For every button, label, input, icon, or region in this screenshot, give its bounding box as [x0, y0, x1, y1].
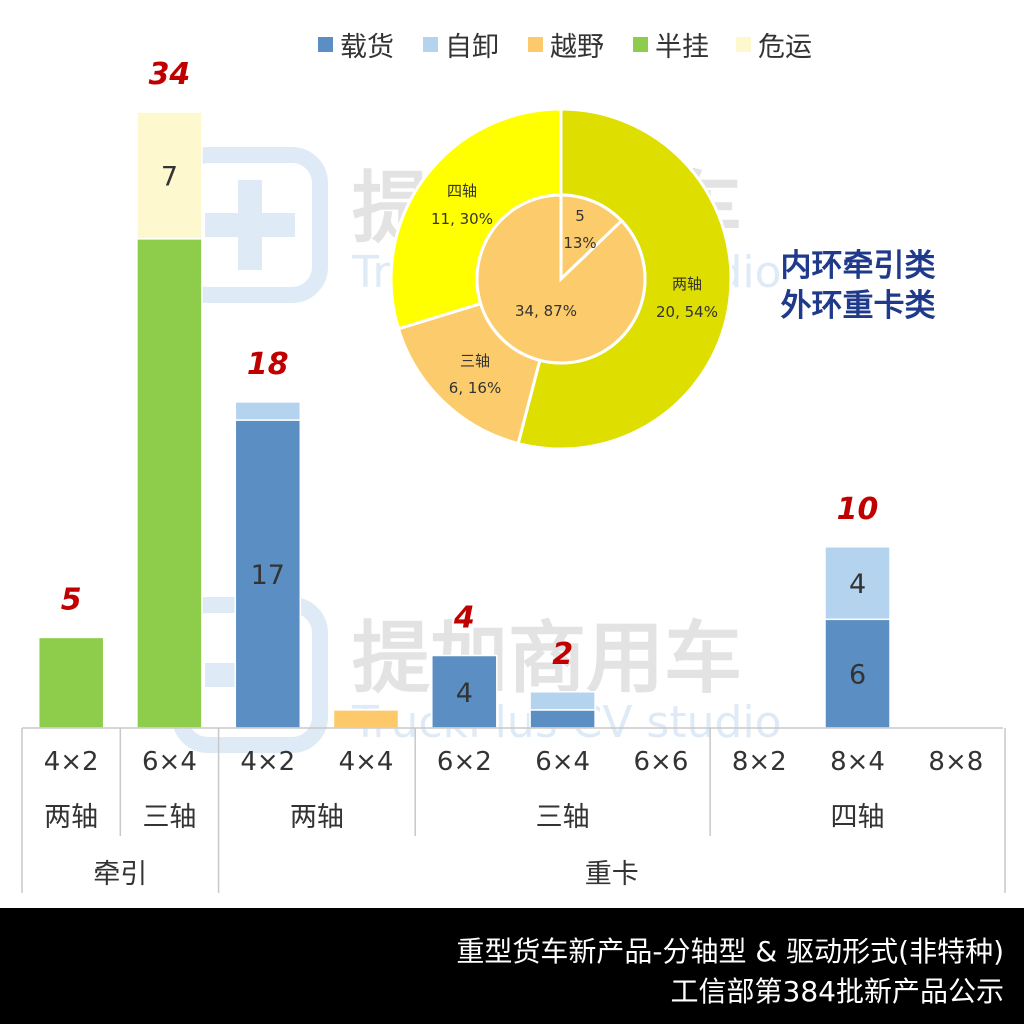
donut-label: 13%	[563, 234, 596, 252]
bar-半挂-1	[136, 238, 203, 729]
category-tick-label: 8×4	[830, 747, 885, 777]
segment-label: 7	[161, 161, 178, 192]
category-tick-label: 6×2	[437, 747, 492, 777]
bar-载货-2	[234, 419, 302, 729]
bar-total-label: 5	[61, 582, 82, 617]
donut-label: 5	[575, 207, 585, 225]
legend-swatch-半挂	[633, 37, 648, 52]
legend-label: 危运	[758, 32, 812, 63]
legend-label: 半挂	[655, 32, 709, 63]
bar-total-label: 10	[837, 492, 879, 527]
watermark-logo-cross-icon	[238, 180, 262, 270]
bar-自卸-2	[234, 401, 302, 421]
donut-note: 内环牵引类 外环重卡类	[781, 248, 936, 324]
axle-group-label: 四轴	[831, 802, 885, 833]
category-tick-label: 6×4	[535, 747, 590, 777]
category-tick-label: 8×8	[928, 747, 983, 777]
bar-载货-4	[431, 654, 498, 729]
donut-label: 6, 16%	[449, 379, 501, 397]
donut-label: 11, 30%	[431, 210, 493, 228]
watermark-logo-cross-icon	[205, 213, 295, 237]
bar-total-label: 18	[247, 347, 289, 382]
type-group-label: 重卡	[585, 859, 639, 890]
segment-label: 4	[849, 569, 866, 600]
bar-越野-3	[332, 709, 400, 729]
bar-自卸-8	[824, 546, 891, 621]
legend-swatch-危运	[736, 37, 751, 52]
donut-chart: 5 13% 34, 87% 两轴 20, 54% 三轴 6, 16% 四轴 11, 30%	[389, 107, 733, 451]
category-tick-label: 6×6	[634, 747, 689, 777]
bar-危运-1	[136, 111, 203, 240]
type-group-label: 牵引	[93, 859, 147, 890]
bar-series-layer: 5 34 18 4 2 10 7 17 4 4 6	[37, 57, 891, 729]
bar-载货-5	[529, 709, 596, 729]
bar-total-label: 34	[149, 57, 191, 92]
axle-group-label: 两轴	[290, 802, 344, 833]
caption-source: 工信部第384批新产品公示	[670, 975, 1004, 1008]
segment-label: 6	[849, 660, 866, 691]
axle-group-label: 三轴	[536, 802, 590, 833]
donut-label: 三轴	[460, 352, 490, 370]
donut-label: 34, 87%	[515, 302, 577, 320]
donut-inner-slice	[475, 193, 647, 365]
category-tick-label: 4×2	[44, 747, 99, 777]
bar-半挂-0	[37, 636, 105, 729]
category-tick-label: 4×4	[339, 747, 394, 777]
donut-label: 两轴	[672, 275, 702, 293]
watermark-brand: 提加商用车	[352, 614, 742, 704]
footer-caption-bar: 重型货车新产品-分轴型 & 驱动形式(非特种) 工信部第384批新产品公示	[0, 908, 1024, 1024]
segment-label: 4	[456, 678, 473, 709]
category-tick-label: 8×2	[732, 747, 787, 777]
bar-载货-8	[824, 618, 891, 729]
legend-label: 自卸	[445, 32, 499, 63]
bar-total-label: 4	[453, 601, 475, 636]
segment-label: 17	[251, 560, 285, 591]
donut-label: 四轴	[447, 182, 477, 200]
axle-group-label: 三轴	[142, 802, 196, 833]
legend-swatch-自卸	[423, 37, 438, 52]
legend-swatch-越野	[528, 37, 543, 52]
caption-title: 重型货车新产品-分轴型 & 驱动形式(非特种)	[456, 935, 1004, 968]
bar-total-label: 2	[552, 637, 573, 672]
note-outer-ring: 外环重卡类	[781, 288, 936, 324]
legend-swatch-载货	[318, 37, 333, 52]
legend-label: 载货	[340, 32, 394, 63]
legend-label: 越野	[550, 32, 604, 63]
category-tick-label: 4×2	[240, 747, 295, 777]
category-axis: 4×2 6×4 4×2 4×4 6×2 6×4 6×6 8×2 8×4 8×8 两轴 三轴 两轴 三轴 四轴…	[21, 727, 1006, 893]
donut-label: 20, 54%	[656, 303, 718, 321]
legend: 载货 自卸 越野 半挂 危运	[318, 32, 812, 63]
category-tick-label: 6×4	[142, 747, 197, 777]
axle-group-label: 两轴	[44, 802, 98, 833]
bar-自卸-5	[529, 691, 596, 711]
note-inner-ring: 内环牵引类	[781, 248, 936, 284]
chart-canvas: 提加商用车TruckPlus CV studio提加商用车TruckPlus C…	[21, 32, 1006, 893]
